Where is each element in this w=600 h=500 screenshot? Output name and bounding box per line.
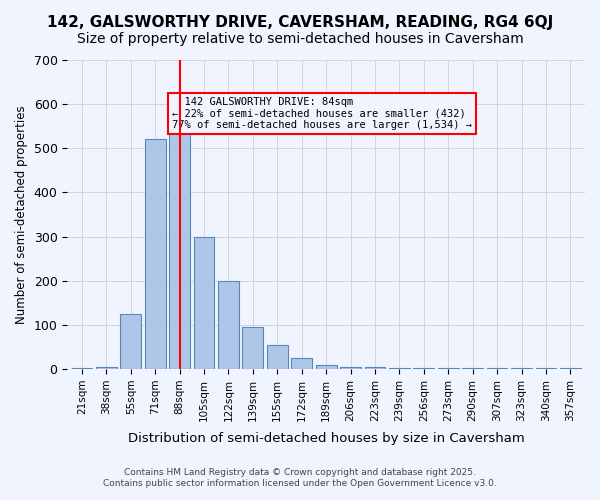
- Bar: [96, 367, 117, 369]
- Bar: [242, 327, 263, 369]
- Bar: [340, 367, 361, 369]
- Text: Size of property relative to semi-detached houses in Caversham: Size of property relative to semi-detach…: [77, 32, 523, 46]
- Bar: [316, 364, 337, 369]
- Bar: [365, 367, 385, 369]
- X-axis label: Distribution of semi-detached houses by size in Caversham: Distribution of semi-detached houses by …: [128, 432, 524, 445]
- Bar: [267, 345, 287, 369]
- Bar: [71, 368, 92, 369]
- Bar: [511, 368, 532, 369]
- Text: Contains HM Land Registry data © Crown copyright and database right 2025.
Contai: Contains HM Land Registry data © Crown c…: [103, 468, 497, 487]
- Text: 142, GALSWORTHY DRIVE, CAVERSHAM, READING, RG4 6QJ: 142, GALSWORTHY DRIVE, CAVERSHAM, READIN…: [47, 15, 553, 30]
- Bar: [218, 280, 239, 369]
- Bar: [292, 358, 312, 369]
- Bar: [194, 236, 214, 369]
- Bar: [413, 368, 434, 369]
- Bar: [560, 368, 581, 369]
- Bar: [389, 368, 410, 369]
- Bar: [536, 368, 556, 369]
- Y-axis label: Number of semi-detached properties: Number of semi-detached properties: [15, 105, 28, 324]
- Text: 142 GALSWORTHY DRIVE: 84sqm
← 22% of semi-detached houses are smaller (432)
77% : 142 GALSWORTHY DRIVE: 84sqm ← 22% of sem…: [172, 97, 472, 130]
- Bar: [169, 115, 190, 369]
- Bar: [121, 314, 141, 369]
- Bar: [487, 368, 508, 369]
- Bar: [462, 368, 483, 369]
- Bar: [145, 140, 166, 369]
- Bar: [438, 368, 458, 369]
